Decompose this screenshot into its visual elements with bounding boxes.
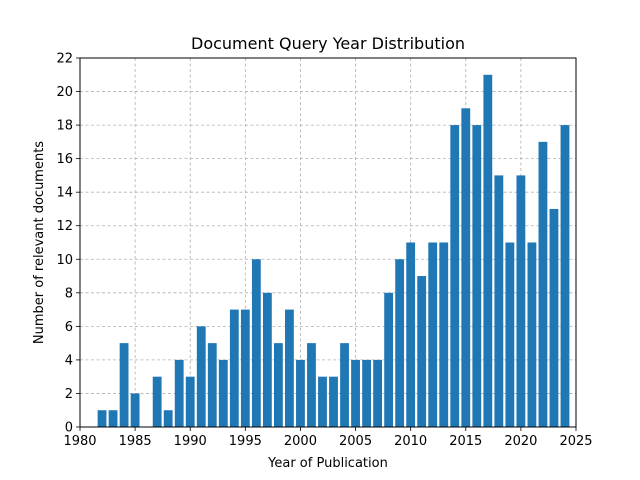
y-tick-label: 6 bbox=[65, 320, 73, 335]
bar-2009 bbox=[395, 259, 405, 427]
bar-1991 bbox=[196, 326, 206, 427]
bar-2007 bbox=[373, 359, 383, 427]
bar-2000 bbox=[296, 359, 305, 427]
bar-1993 bbox=[218, 359, 228, 427]
bar-2004 bbox=[340, 343, 349, 427]
bar-1987 bbox=[152, 376, 162, 427]
bar-1982 bbox=[97, 410, 107, 427]
bar-1988 bbox=[163, 410, 173, 427]
x-axis-label: Year of Publication bbox=[267, 456, 388, 471]
bar-2002 bbox=[318, 376, 327, 427]
bar-1990 bbox=[185, 376, 195, 427]
bar-2012 bbox=[428, 242, 438, 427]
x-tick-label: 2005 bbox=[339, 434, 372, 449]
bar-2019 bbox=[505, 242, 515, 427]
y-tick-label: 8 bbox=[65, 286, 73, 301]
bar-2008 bbox=[384, 292, 394, 427]
y-tick-label: 12 bbox=[56, 219, 73, 234]
y-axis-label: Number of relevant documents bbox=[32, 141, 47, 344]
x-tick-label: 2020 bbox=[504, 434, 537, 449]
x-tick-label: 1995 bbox=[229, 434, 262, 449]
bars bbox=[97, 74, 570, 428]
bar-2023 bbox=[549, 208, 559, 427]
bar-2013 bbox=[439, 242, 449, 427]
x-tick-label: 2025 bbox=[559, 434, 592, 449]
bar-1998 bbox=[273, 343, 283, 427]
bar-1992 bbox=[207, 343, 217, 427]
bar-2020 bbox=[516, 175, 526, 427]
bar-2022 bbox=[538, 141, 548, 427]
bar-2010 bbox=[406, 242, 416, 427]
y-axis-ticks: 0 2 4 6 8 10 12 14 16 18 20 22 bbox=[56, 52, 80, 436]
bar-1983 bbox=[108, 410, 118, 427]
bar-1985 bbox=[130, 393, 140, 427]
bar-1999 bbox=[285, 309, 294, 427]
x-tick-label: 1985 bbox=[119, 434, 152, 449]
x-tick-label: 2015 bbox=[449, 434, 482, 449]
y-tick-label: 18 bbox=[56, 119, 73, 134]
plot-frame bbox=[79, 57, 577, 428]
bar-2016 bbox=[472, 125, 482, 427]
y-tick-label: 16 bbox=[56, 152, 73, 167]
y-tick-label: 0 bbox=[65, 421, 73, 436]
bar-2015 bbox=[461, 108, 471, 428]
bar-1984 bbox=[119, 343, 129, 427]
y-tick-label: 20 bbox=[56, 85, 73, 100]
y-tick-label: 14 bbox=[56, 186, 73, 201]
bar-2001 bbox=[307, 343, 316, 427]
x-tick-label: 2000 bbox=[284, 434, 317, 449]
bar-1997 bbox=[262, 292, 272, 427]
y-tick-label: 2 bbox=[65, 387, 73, 402]
y-tick-label: 4 bbox=[65, 353, 73, 368]
bar-2018 bbox=[494, 175, 504, 427]
bar-2006 bbox=[362, 359, 371, 427]
bar-2021 bbox=[527, 242, 537, 427]
chart-title: Document Query Year Distribution bbox=[191, 34, 465, 53]
bar-2017 bbox=[483, 74, 493, 427]
bar-2024 bbox=[560, 125, 570, 427]
bar-2005 bbox=[351, 359, 360, 427]
bar-2014 bbox=[450, 125, 460, 427]
bar-2011 bbox=[417, 276, 427, 427]
bar-2003 bbox=[329, 376, 338, 427]
y-tick-label: 10 bbox=[56, 253, 73, 268]
bar-1989 bbox=[174, 359, 184, 427]
x-tick-label: 2010 bbox=[394, 434, 427, 449]
x-axis-ticks: 1980 1985 1990 1995 2000 2005 2010 2015 2020 2025 bbox=[63, 427, 593, 449]
bar-1995 bbox=[240, 309, 250, 427]
bar-1994 bbox=[229, 309, 239, 427]
bar-1996 bbox=[251, 259, 261, 427]
x-tick-label: 1990 bbox=[174, 434, 207, 449]
x-tick-label: 1980 bbox=[63, 434, 96, 449]
y-tick-label: 22 bbox=[56, 52, 73, 67]
